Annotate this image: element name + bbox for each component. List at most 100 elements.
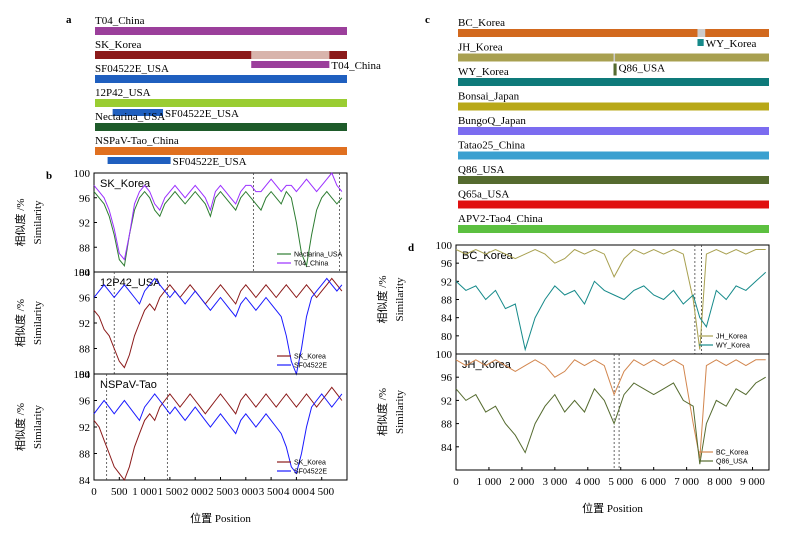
x-tick-label: 1 500	[158, 486, 183, 498]
plot-title: SK_Korea	[100, 178, 151, 190]
y-axis-label-en: Similarity	[394, 390, 406, 435]
similarity-line	[93, 386, 343, 482]
y-axis-label-en: Similarity	[32, 301, 44, 346]
genome-label: Q86_USA	[458, 164, 505, 176]
parent-segment-bar	[107, 157, 171, 164]
legend-label: T04_China	[294, 261, 328, 268]
parent-segment-label: T04_China	[331, 60, 381, 72]
similarity-line	[93, 172, 343, 261]
genome-label: JH_Korea	[458, 42, 503, 54]
y-tick-label: 88	[79, 242, 91, 254]
x-tick-label: 0	[91, 486, 97, 498]
y-tick-label: 88	[79, 344, 91, 356]
parent-segment-label: WY_Korea	[706, 38, 757, 50]
x-tick-label: 2 000	[183, 486, 208, 498]
y-tick-label: 92	[79, 422, 90, 434]
y-tick-label: 88	[441, 419, 453, 431]
legend-label: JH_Korea	[716, 334, 747, 341]
y-tick-label: 88	[79, 449, 91, 461]
y-tick-label: 96	[79, 193, 91, 205]
y-tick-label: 88	[441, 295, 453, 307]
x-tick-label: 7 000	[674, 476, 699, 488]
legend-label: Nectarina_USA	[294, 252, 343, 259]
x-tick-label: 9 000	[740, 476, 765, 488]
plot-frame	[455, 353, 770, 471]
y-tick-label: 84	[79, 369, 91, 381]
x-tick-label: 500	[111, 486, 128, 498]
y-tick-label: 84	[79, 267, 91, 279]
x-tick-label: 4 000	[284, 486, 309, 498]
y-tick-label: 84	[79, 475, 91, 487]
panel-label-d: d	[408, 242, 414, 254]
similarity-line	[93, 277, 343, 369]
y-tick-label: 100	[74, 369, 91, 381]
y-tick-label: 100	[74, 267, 91, 279]
y-tick-label: 96	[441, 258, 453, 270]
similarity-line	[455, 248, 766, 350]
legend-label: SK_Korea	[294, 354, 326, 361]
legend-label: SF04522E	[294, 363, 327, 370]
legend-label: WY_Korea	[716, 343, 750, 350]
genome-label: Bonsai_Japan	[458, 91, 520, 103]
x-tick-label: 2 000	[510, 476, 535, 488]
parent-segment-label: SF04522E_USA	[165, 108, 239, 120]
genome-label: NSPaV-Tao_China	[95, 135, 179, 147]
parent-segment-label: Q86_USA	[619, 63, 666, 75]
similarity-line	[455, 271, 767, 352]
x-axis-label: 位置 Position	[190, 511, 251, 525]
y-axis-label-en: Similarity	[32, 200, 44, 245]
y-tick-label: 80	[441, 331, 453, 343]
panel-label-a: a	[66, 14, 72, 26]
x-tick-label: 0	[453, 476, 459, 488]
genome-label: Nectarina_USA	[95, 111, 165, 123]
genome-bar	[95, 99, 347, 107]
similarity-line	[93, 190, 343, 268]
y-axis-label-cn: 相似度 /%	[13, 199, 27, 247]
genome-label: BC_Korea	[458, 17, 505, 29]
parent-segment-bar	[613, 63, 617, 76]
x-tick-label: 8 000	[707, 476, 732, 488]
genome-label: Tatao25_China	[458, 140, 525, 152]
genome-bar	[458, 29, 769, 37]
genome-bar	[95, 51, 347, 59]
genome-bar	[95, 147, 347, 155]
plot-title: BC_Korea	[462, 250, 514, 262]
legend-label: SK_Korea	[294, 460, 326, 467]
x-tick-label: 4 500	[309, 486, 334, 498]
legend-label: Q86_USA	[716, 459, 748, 466]
x-tick-label: 2 500	[208, 486, 233, 498]
genome-label: Q65a_USA	[458, 189, 509, 201]
y-tick-label: 84	[441, 442, 453, 454]
plot-title: 12P42_USA	[100, 277, 161, 289]
y-tick-label: 96	[79, 293, 91, 305]
y-axis-label-cn: 相似度 /%	[13, 403, 27, 451]
panel-label-b: b	[46, 170, 52, 182]
plot-title: NSPaV-Tao	[100, 379, 157, 391]
y-tick-label: 92	[79, 318, 90, 330]
genome-bar	[458, 151, 769, 160]
y-axis-label-cn: 相似度 /%	[375, 388, 389, 436]
y-axis-label-cn: 相似度 /%	[13, 299, 27, 347]
similarity-line	[455, 359, 766, 459]
genome-bar	[95, 27, 347, 35]
y-axis-label-cn: 相似度 /%	[375, 276, 389, 324]
x-tick-label: 3 000	[542, 476, 567, 488]
similarity-line	[455, 376, 766, 465]
genome-label: WY_Korea	[458, 66, 509, 78]
genome-bar	[458, 127, 769, 135]
x-tick-label: 6 000	[641, 476, 666, 488]
y-tick-label: 96	[441, 372, 453, 384]
y-axis-label-en: Similarity	[32, 405, 44, 450]
genome-bar	[458, 225, 769, 233]
genome-label: 12P42_USA	[95, 87, 151, 99]
x-tick-label: 5 000	[608, 476, 633, 488]
y-tick-label: 100	[436, 240, 453, 252]
y-tick-label: 96	[79, 396, 91, 408]
x-tick-label: 3 500	[259, 486, 284, 498]
y-axis-label-en: Similarity	[394, 277, 406, 322]
genome-bar	[458, 102, 769, 111]
x-tick-label: 3 000	[233, 486, 258, 498]
x-tick-label: 4 000	[575, 476, 600, 488]
genome-bar	[458, 200, 769, 209]
recombinant-segment	[697, 29, 706, 37]
